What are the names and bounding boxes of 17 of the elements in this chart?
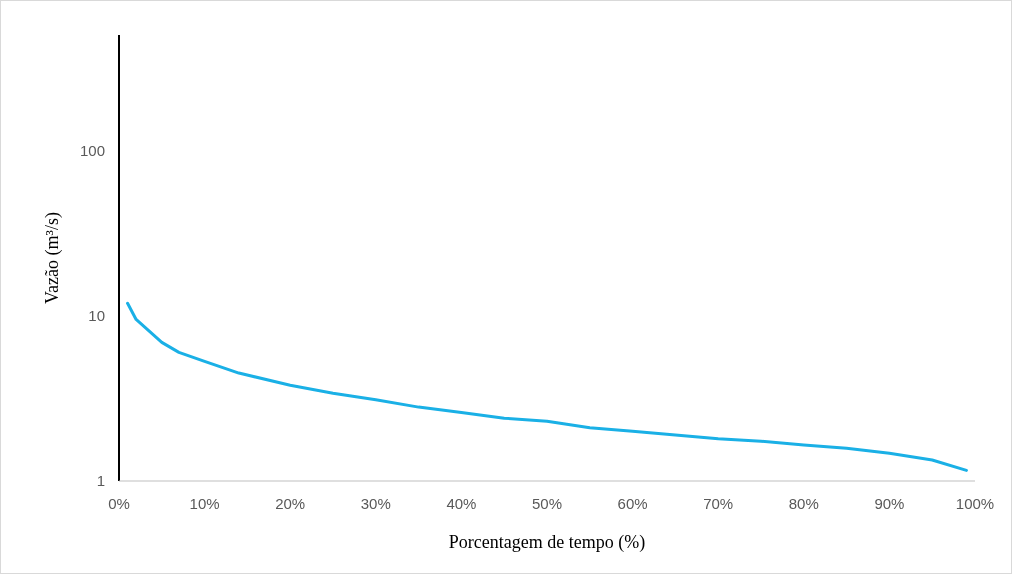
x-tick-label: 10% [189, 495, 220, 512]
x-tick-label: 100% [955, 495, 995, 512]
y-axis-title: Vazão (m³/s) [42, 212, 63, 304]
y-tick-label: 10 [88, 307, 105, 324]
x-tick-label: 50% [531, 495, 563, 512]
y-tick-label: 1 [96, 472, 105, 490]
x-tick-label: 0% [108, 495, 130, 512]
x-tick-label: 60% [617, 495, 648, 512]
x-tick-label: 90% [874, 495, 905, 512]
x-tick-label: 40% [446, 495, 477, 512]
x-tick-label: 30% [360, 495, 391, 512]
x-tick-label: 70% [703, 495, 734, 512]
x-axis-title: Porcentagem de tempo (%) [448, 532, 646, 553]
y-tick-label: 100 [79, 141, 105, 159]
x-tick-label: 20% [275, 495, 306, 512]
x-tick-label: 80% [788, 495, 819, 512]
line-series [126, 301, 968, 472]
